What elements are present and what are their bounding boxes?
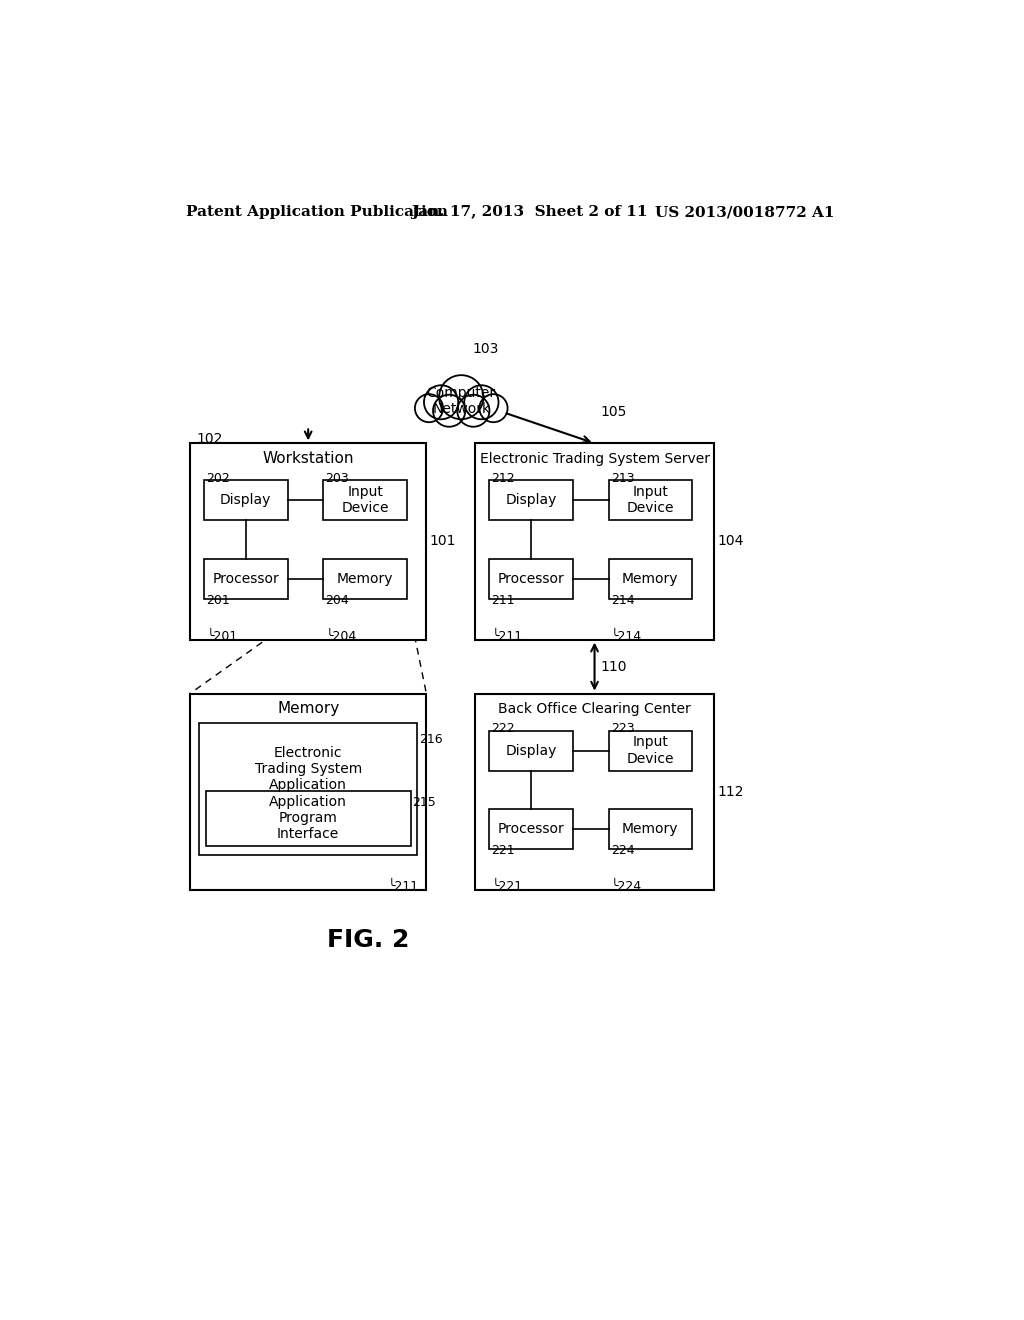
FancyBboxPatch shape	[324, 558, 407, 599]
Text: ╰211: ╰211	[492, 630, 522, 643]
FancyBboxPatch shape	[608, 480, 692, 520]
Text: ╰201: ╰201	[206, 630, 238, 643]
FancyBboxPatch shape	[200, 723, 417, 855]
FancyBboxPatch shape	[475, 693, 714, 890]
FancyBboxPatch shape	[190, 444, 426, 640]
Text: 213: 213	[611, 473, 635, 486]
FancyBboxPatch shape	[608, 730, 692, 771]
Text: Memory: Memory	[278, 701, 339, 717]
Text: Display: Display	[505, 743, 557, 758]
FancyBboxPatch shape	[204, 480, 288, 520]
Text: Workstation: Workstation	[262, 451, 354, 466]
Text: 112: 112	[717, 784, 743, 799]
Text: 222: 222	[492, 722, 515, 735]
Text: 105: 105	[601, 405, 627, 420]
Text: Memory: Memory	[623, 572, 679, 586]
FancyBboxPatch shape	[489, 480, 572, 520]
Text: Input
Device: Input Device	[627, 486, 674, 515]
Text: 212: 212	[492, 473, 515, 486]
Text: Display: Display	[505, 494, 557, 507]
Text: 224: 224	[611, 843, 635, 857]
FancyBboxPatch shape	[190, 693, 426, 890]
Text: 214: 214	[611, 594, 635, 607]
Text: Processor: Processor	[498, 822, 564, 836]
FancyBboxPatch shape	[489, 730, 572, 771]
Text: Computer
Network: Computer Network	[427, 385, 496, 416]
Text: Processor: Processor	[212, 572, 280, 586]
Text: ╰221: ╰221	[492, 880, 522, 894]
Text: Patent Application Publication: Patent Application Publication	[186, 206, 449, 219]
Text: 216: 216	[419, 733, 442, 746]
FancyBboxPatch shape	[206, 791, 411, 846]
FancyBboxPatch shape	[475, 444, 714, 640]
Text: 215: 215	[413, 796, 436, 809]
Text: Memory: Memory	[623, 822, 679, 836]
Text: Display: Display	[220, 494, 271, 507]
Text: 201: 201	[206, 594, 230, 607]
FancyBboxPatch shape	[608, 558, 692, 599]
Text: 211: 211	[492, 594, 515, 607]
Text: Input
Device: Input Device	[627, 735, 674, 766]
Text: 101: 101	[429, 535, 456, 549]
Text: ╰211: ╰211	[387, 880, 419, 894]
Circle shape	[433, 395, 465, 426]
Text: ╰224: ╰224	[611, 880, 642, 894]
Text: Memory: Memory	[337, 572, 393, 586]
FancyBboxPatch shape	[489, 558, 572, 599]
Text: 221: 221	[492, 843, 515, 857]
Text: Application
Program
Interface: Application Program Interface	[269, 795, 347, 841]
FancyBboxPatch shape	[489, 809, 572, 849]
Text: Back Office Clearing Center: Back Office Clearing Center	[498, 702, 691, 715]
Circle shape	[439, 375, 483, 420]
FancyBboxPatch shape	[204, 558, 288, 599]
FancyBboxPatch shape	[608, 809, 692, 849]
Circle shape	[424, 385, 458, 420]
Text: 102: 102	[197, 432, 222, 446]
Text: Input
Device: Input Device	[341, 486, 389, 515]
Text: Electronic Trading System Server: Electronic Trading System Server	[479, 451, 710, 466]
Circle shape	[415, 395, 443, 422]
Text: 223: 223	[611, 722, 635, 735]
Circle shape	[458, 395, 489, 426]
Text: FIG. 2: FIG. 2	[327, 928, 410, 952]
Text: 202: 202	[206, 473, 230, 486]
Text: ╰214: ╰214	[611, 630, 642, 643]
Text: Jan. 17, 2013  Sheet 2 of 11: Jan. 17, 2013 Sheet 2 of 11	[411, 206, 647, 219]
Text: 204: 204	[326, 594, 349, 607]
Text: US 2013/0018772 A1: US 2013/0018772 A1	[655, 206, 835, 219]
FancyBboxPatch shape	[423, 400, 500, 409]
FancyBboxPatch shape	[324, 480, 407, 520]
Text: 104: 104	[717, 535, 743, 549]
Circle shape	[464, 385, 499, 420]
Text: Electronic
Trading System
Application: Electronic Trading System Application	[255, 746, 361, 792]
Text: 103: 103	[472, 342, 499, 356]
Text: 203: 203	[326, 473, 349, 486]
Text: ╰204: ╰204	[326, 630, 357, 643]
Circle shape	[479, 395, 508, 422]
Text: Processor: Processor	[498, 572, 564, 586]
Text: 110: 110	[601, 660, 628, 673]
